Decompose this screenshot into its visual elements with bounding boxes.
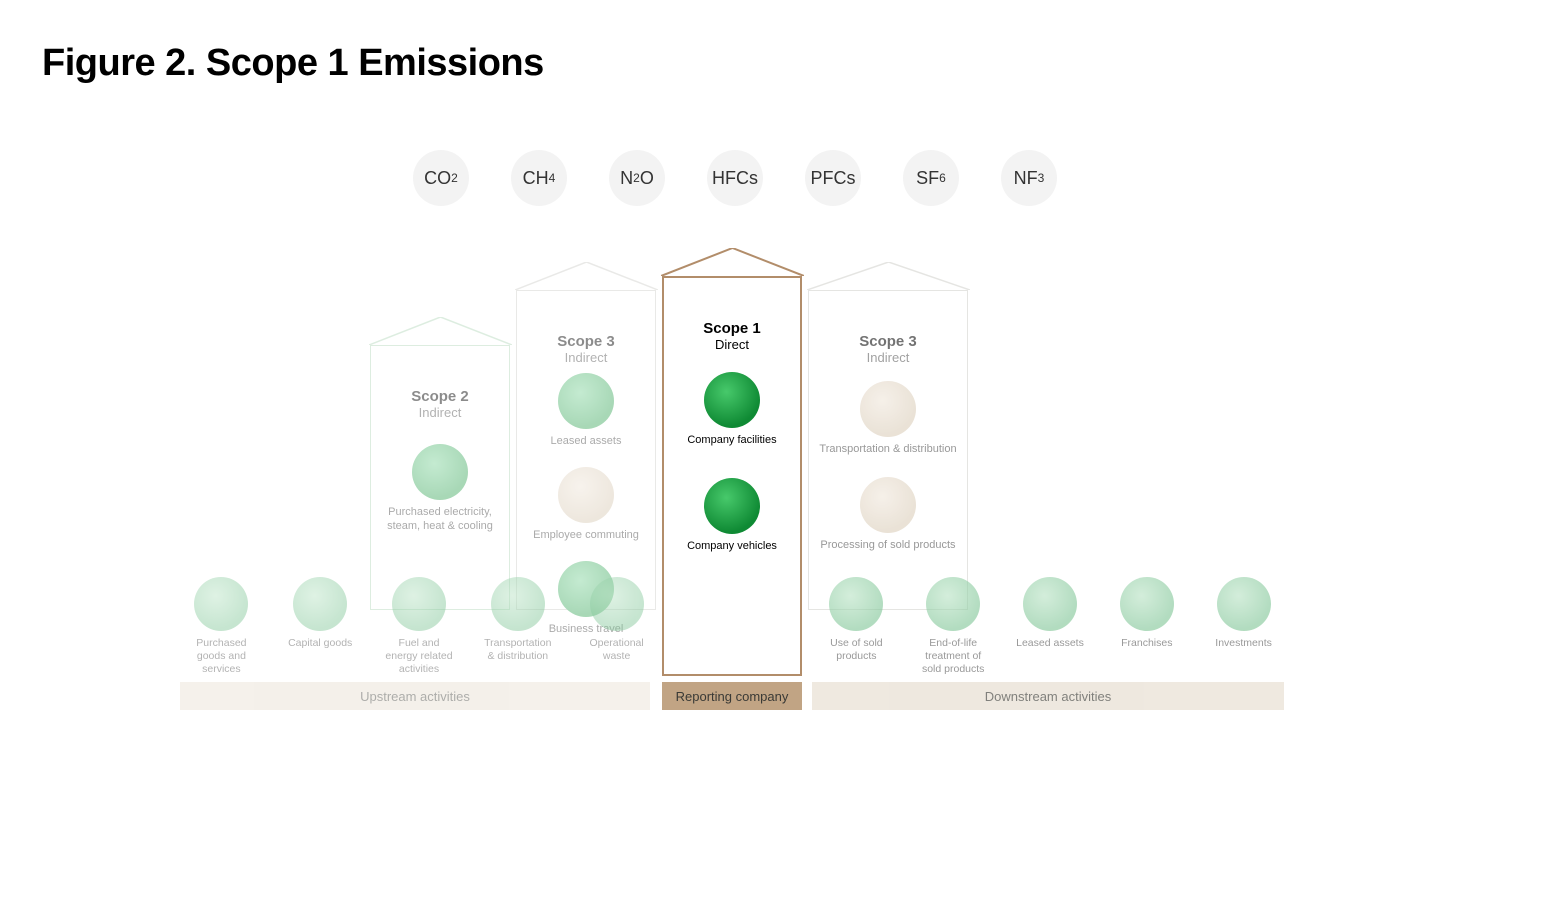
transport-icon [860, 381, 916, 437]
use-icon [829, 577, 883, 631]
item-label: Company facilities [672, 434, 792, 448]
activity-label: Purchased goods and services [184, 637, 259, 676]
upstream-activities: Purchased goods and services Capital goo… [184, 577, 654, 676]
activity-label: Franchises [1110, 637, 1183, 650]
leased-icon [1023, 577, 1077, 631]
scope1-subtitle: Direct [672, 337, 792, 352]
arrow-head-icon [661, 248, 804, 276]
car-icon [558, 467, 614, 523]
item-label: Company vehicles [672, 540, 792, 554]
scope2-title: Scope 2 [379, 388, 501, 405]
activity-label: Operational waste [579, 637, 654, 663]
scope2-item: Purchased electricity, steam, heat & coo… [379, 444, 501, 534]
gas-sf6: SF6 [903, 150, 959, 206]
activity-item: End-of-life treatment of sold products [917, 577, 990, 676]
arrow-head-icon [807, 262, 970, 290]
figure-title: Figure 2. Scope 1 Emissions [42, 42, 544, 85]
list-item: Employee commuting [525, 467, 647, 543]
activity-item: Operational waste [579, 577, 654, 663]
waste-icon [590, 577, 644, 631]
reporting-band: Reporting company [662, 682, 802, 710]
activity-label: End-of-life treatment of sold products [917, 637, 990, 676]
item-label: Leased assets [525, 435, 647, 449]
list-item: Leased assets [525, 373, 647, 449]
capital-icon [293, 577, 347, 631]
list-item: Processing of sold products [817, 477, 959, 553]
activity-item: Purchased goods and services [184, 577, 259, 676]
scope3-downstream-column: Scope 3 Indirect Transportation & distri… [808, 290, 968, 610]
activity-label: Fuel and energy related activities [382, 637, 457, 676]
activity-item: Franchises [1110, 577, 1183, 650]
facilities-icon [704, 372, 760, 428]
list-item: Transportation & distribution [817, 381, 959, 457]
gas-row: CO2 CH4 N2O HFCs PFCs SF6 NF3 [180, 150, 1290, 206]
activity-label: Use of sold products [820, 637, 893, 663]
arrow-head-icon [369, 317, 512, 345]
arrow-head-icon [515, 262, 658, 290]
gas-hfcs: HFCs [707, 150, 763, 206]
scope2-item-label: Purchased electricity, steam, heat & coo… [379, 506, 501, 534]
activity-item: Leased assets [1014, 577, 1087, 650]
gas-co2: CO2 [413, 150, 469, 206]
scope3d-title: Scope 3 [817, 333, 959, 350]
gas-nf3: NF3 [1001, 150, 1057, 206]
activity-label: Investments [1207, 637, 1280, 650]
gas-ch4: CH4 [511, 150, 567, 206]
activity-item: Fuel and energy related activities [382, 577, 457, 676]
activity-item: Investments [1207, 577, 1280, 650]
gas-pfcs: PFCs [805, 150, 861, 206]
activity-item: Transportation & distribution [480, 577, 555, 663]
scope3u-subtitle: Indirect [525, 350, 647, 365]
upstream-band: Upstream activities [180, 682, 650, 710]
vehicles-icon [704, 478, 760, 534]
goods-icon [194, 577, 248, 631]
activity-item: Capital goods [283, 577, 358, 650]
item-label: Employee commuting [525, 529, 647, 543]
item-label: Processing of sold products [817, 539, 959, 553]
downstream-activities: Use of sold products End-of-life treatme… [820, 577, 1280, 676]
electricity-icon [412, 444, 468, 500]
list-item: Company facilities [672, 372, 792, 448]
item-label: Transportation & distribution [817, 443, 959, 457]
processing-icon [860, 477, 916, 533]
scope1-title: Scope 1 [672, 320, 792, 337]
scope2-column: Scope 2 Indirect Purchased electricity, … [370, 345, 510, 610]
scope3u-title: Scope 3 [525, 333, 647, 350]
activity-item: Use of sold products [820, 577, 893, 663]
transport-icon [491, 577, 545, 631]
downstream-band: Downstream activities [812, 682, 1284, 710]
scope2-subtitle: Indirect [379, 405, 501, 420]
gas-n2o: N2O [609, 150, 665, 206]
fuel-icon [392, 577, 446, 631]
invest-icon [1217, 577, 1271, 631]
activity-label: Capital goods [283, 637, 358, 650]
activity-label: Leased assets [1014, 637, 1087, 650]
emissions-diagram: CO2 CH4 N2O HFCs PFCs SF6 NF3 Scope 2 In… [180, 150, 1290, 710]
scope1-column: Scope 1 Direct Company facilities Compan… [662, 276, 802, 676]
building-icon [558, 373, 614, 429]
scope3-upstream-column: Scope 3 Indirect Leased assets Employee … [516, 290, 656, 610]
endlife-icon [926, 577, 980, 631]
scope3d-subtitle: Indirect [817, 350, 959, 365]
franchise-icon [1120, 577, 1174, 631]
activity-label: Transportation & distribution [480, 637, 555, 663]
list-item: Company vehicles [672, 478, 792, 554]
